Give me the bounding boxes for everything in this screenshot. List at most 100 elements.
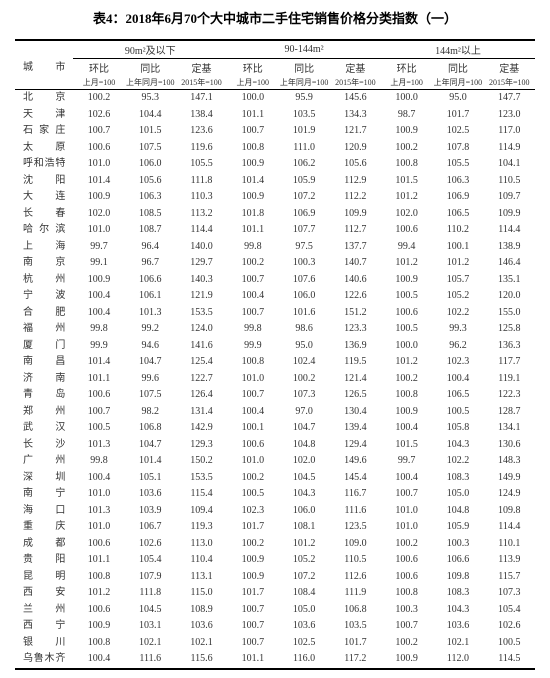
value-cell: 142.9: [176, 420, 227, 437]
value-cell: 100.9: [73, 189, 124, 206]
value-cell: 100.7: [227, 602, 278, 619]
value-cell: 101.7: [432, 107, 483, 124]
table-row: 成都100.6102.6113.0100.2101.2109.0100.2100…: [15, 536, 535, 553]
value-cell: 104.3: [432, 602, 483, 619]
value-cell: 100.6: [381, 552, 432, 569]
value-cell: 115.7: [484, 569, 535, 586]
value-cell: 120.9: [330, 140, 381, 157]
value-cell: 101.9: [278, 123, 329, 140]
group-1: 90-144m²: [227, 40, 381, 59]
base-0: 上月=100: [227, 76, 278, 90]
value-cell: 100.2: [381, 371, 432, 388]
table-row: 郑州100.798.2131.4100.497.0130.4100.9100.5…: [15, 404, 535, 421]
value-cell: 141.6: [176, 338, 227, 355]
value-cell: 105.2: [432, 288, 483, 305]
table-row: 西宁100.9103.1103.6100.7103.6103.5100.7103…: [15, 618, 535, 635]
value-cell: 102.3: [432, 354, 483, 371]
value-cell: 101.7: [227, 519, 278, 536]
value-cell: 130.4: [330, 404, 381, 421]
value-cell: 106.0: [278, 288, 329, 305]
value-cell: 103.5: [330, 618, 381, 635]
value-cell: 100.7: [227, 618, 278, 635]
value-cell: 110.1: [484, 536, 535, 553]
value-cell: 138.4: [176, 107, 227, 124]
value-cell: 106.9: [432, 189, 483, 206]
value-cell: 121.9: [176, 288, 227, 305]
value-cell: 99.9: [73, 338, 124, 355]
city-cell: 呼和浩特: [15, 156, 73, 173]
city-header: 城市: [15, 40, 73, 90]
value-cell: 105.4: [484, 602, 535, 619]
value-cell: 110.2: [432, 222, 483, 239]
value-cell: 147.7: [484, 90, 535, 107]
table-row: 乌鲁木齐100.4111.6115.6101.1116.0117.2100.91…: [15, 651, 535, 669]
value-cell: 105.9: [278, 173, 329, 190]
sub-tb: 同比: [278, 59, 329, 77]
value-cell: 100.8: [227, 140, 278, 157]
value-cell: 101.2: [73, 585, 124, 602]
value-cell: 106.5: [432, 387, 483, 404]
value-cell: 102.1: [125, 635, 176, 652]
table-row: 重庆101.0106.7119.3101.7108.1123.5101.0105…: [15, 519, 535, 536]
city-cell: 成都: [15, 536, 73, 553]
value-cell: 100.9: [227, 552, 278, 569]
value-cell: 100.9: [227, 569, 278, 586]
value-cell: 100.2: [227, 470, 278, 487]
value-cell: 107.2: [278, 569, 329, 586]
base-0: 上月=100: [73, 76, 124, 90]
city-cell: 杭州: [15, 272, 73, 289]
value-cell: 100.4: [73, 288, 124, 305]
value-cell: 113.0: [176, 536, 227, 553]
table-row: 上海99.796.4140.099.897.5137.799.4100.1138…: [15, 239, 535, 256]
city-cell: 石家庄: [15, 123, 73, 140]
value-cell: 107.9: [125, 569, 176, 586]
value-cell: 105.4: [125, 552, 176, 569]
base-1: 上年同月=100: [125, 76, 176, 90]
value-cell: 105.8: [432, 420, 483, 437]
base-2: 2015年=100: [176, 76, 227, 90]
value-cell: 101.0: [73, 222, 124, 239]
value-cell: 137.7: [330, 239, 381, 256]
value-cell: 106.5: [432, 206, 483, 223]
city-cell: 长春: [15, 206, 73, 223]
value-cell: 102.6: [73, 107, 124, 124]
value-cell: 129.3: [176, 437, 227, 454]
city-cell: 广州: [15, 453, 73, 470]
value-cell: 99.8: [73, 321, 124, 338]
value-cell: 107.2: [278, 189, 329, 206]
value-cell: 102.0: [381, 206, 432, 223]
value-cell: 153.5: [176, 305, 227, 322]
value-cell: 99.2: [125, 321, 176, 338]
value-cell: 135.1: [484, 272, 535, 289]
value-cell: 102.6: [125, 536, 176, 553]
value-cell: 101.1: [227, 222, 278, 239]
group-2: 144m²以上: [381, 40, 535, 59]
value-cell: 100.9: [381, 651, 432, 669]
value-cell: 100.1: [227, 420, 278, 437]
value-cell: 104.3: [278, 486, 329, 503]
value-cell: 97.0: [278, 404, 329, 421]
table-row: 武汉100.5106.8142.9100.1104.7139.4100.4105…: [15, 420, 535, 437]
value-cell: 122.6: [330, 288, 381, 305]
value-cell: 107.8: [432, 140, 483, 157]
value-cell: 100.7: [73, 404, 124, 421]
value-cell: 124.9: [484, 486, 535, 503]
value-cell: 101.0: [73, 156, 124, 173]
value-cell: 100.5: [484, 635, 535, 652]
value-cell: 100.5: [227, 486, 278, 503]
sub-dj: 定基: [484, 59, 535, 77]
value-cell: 101.0: [73, 486, 124, 503]
value-cell: 116.0: [278, 651, 329, 669]
value-cell: 104.8: [432, 503, 483, 520]
city-cell: 武汉: [15, 420, 73, 437]
value-cell: 109.4: [176, 503, 227, 520]
sub-hb: 环比: [381, 59, 432, 77]
sub-dj: 定基: [330, 59, 381, 77]
city-cell: 沈阳: [15, 173, 73, 190]
city-cell: 深圳: [15, 470, 73, 487]
value-cell: 100.6: [73, 387, 124, 404]
value-cell: 100.5: [381, 288, 432, 305]
value-cell: 113.2: [176, 206, 227, 223]
value-cell: 105.5: [176, 156, 227, 173]
sub-tb: 同比: [125, 59, 176, 77]
